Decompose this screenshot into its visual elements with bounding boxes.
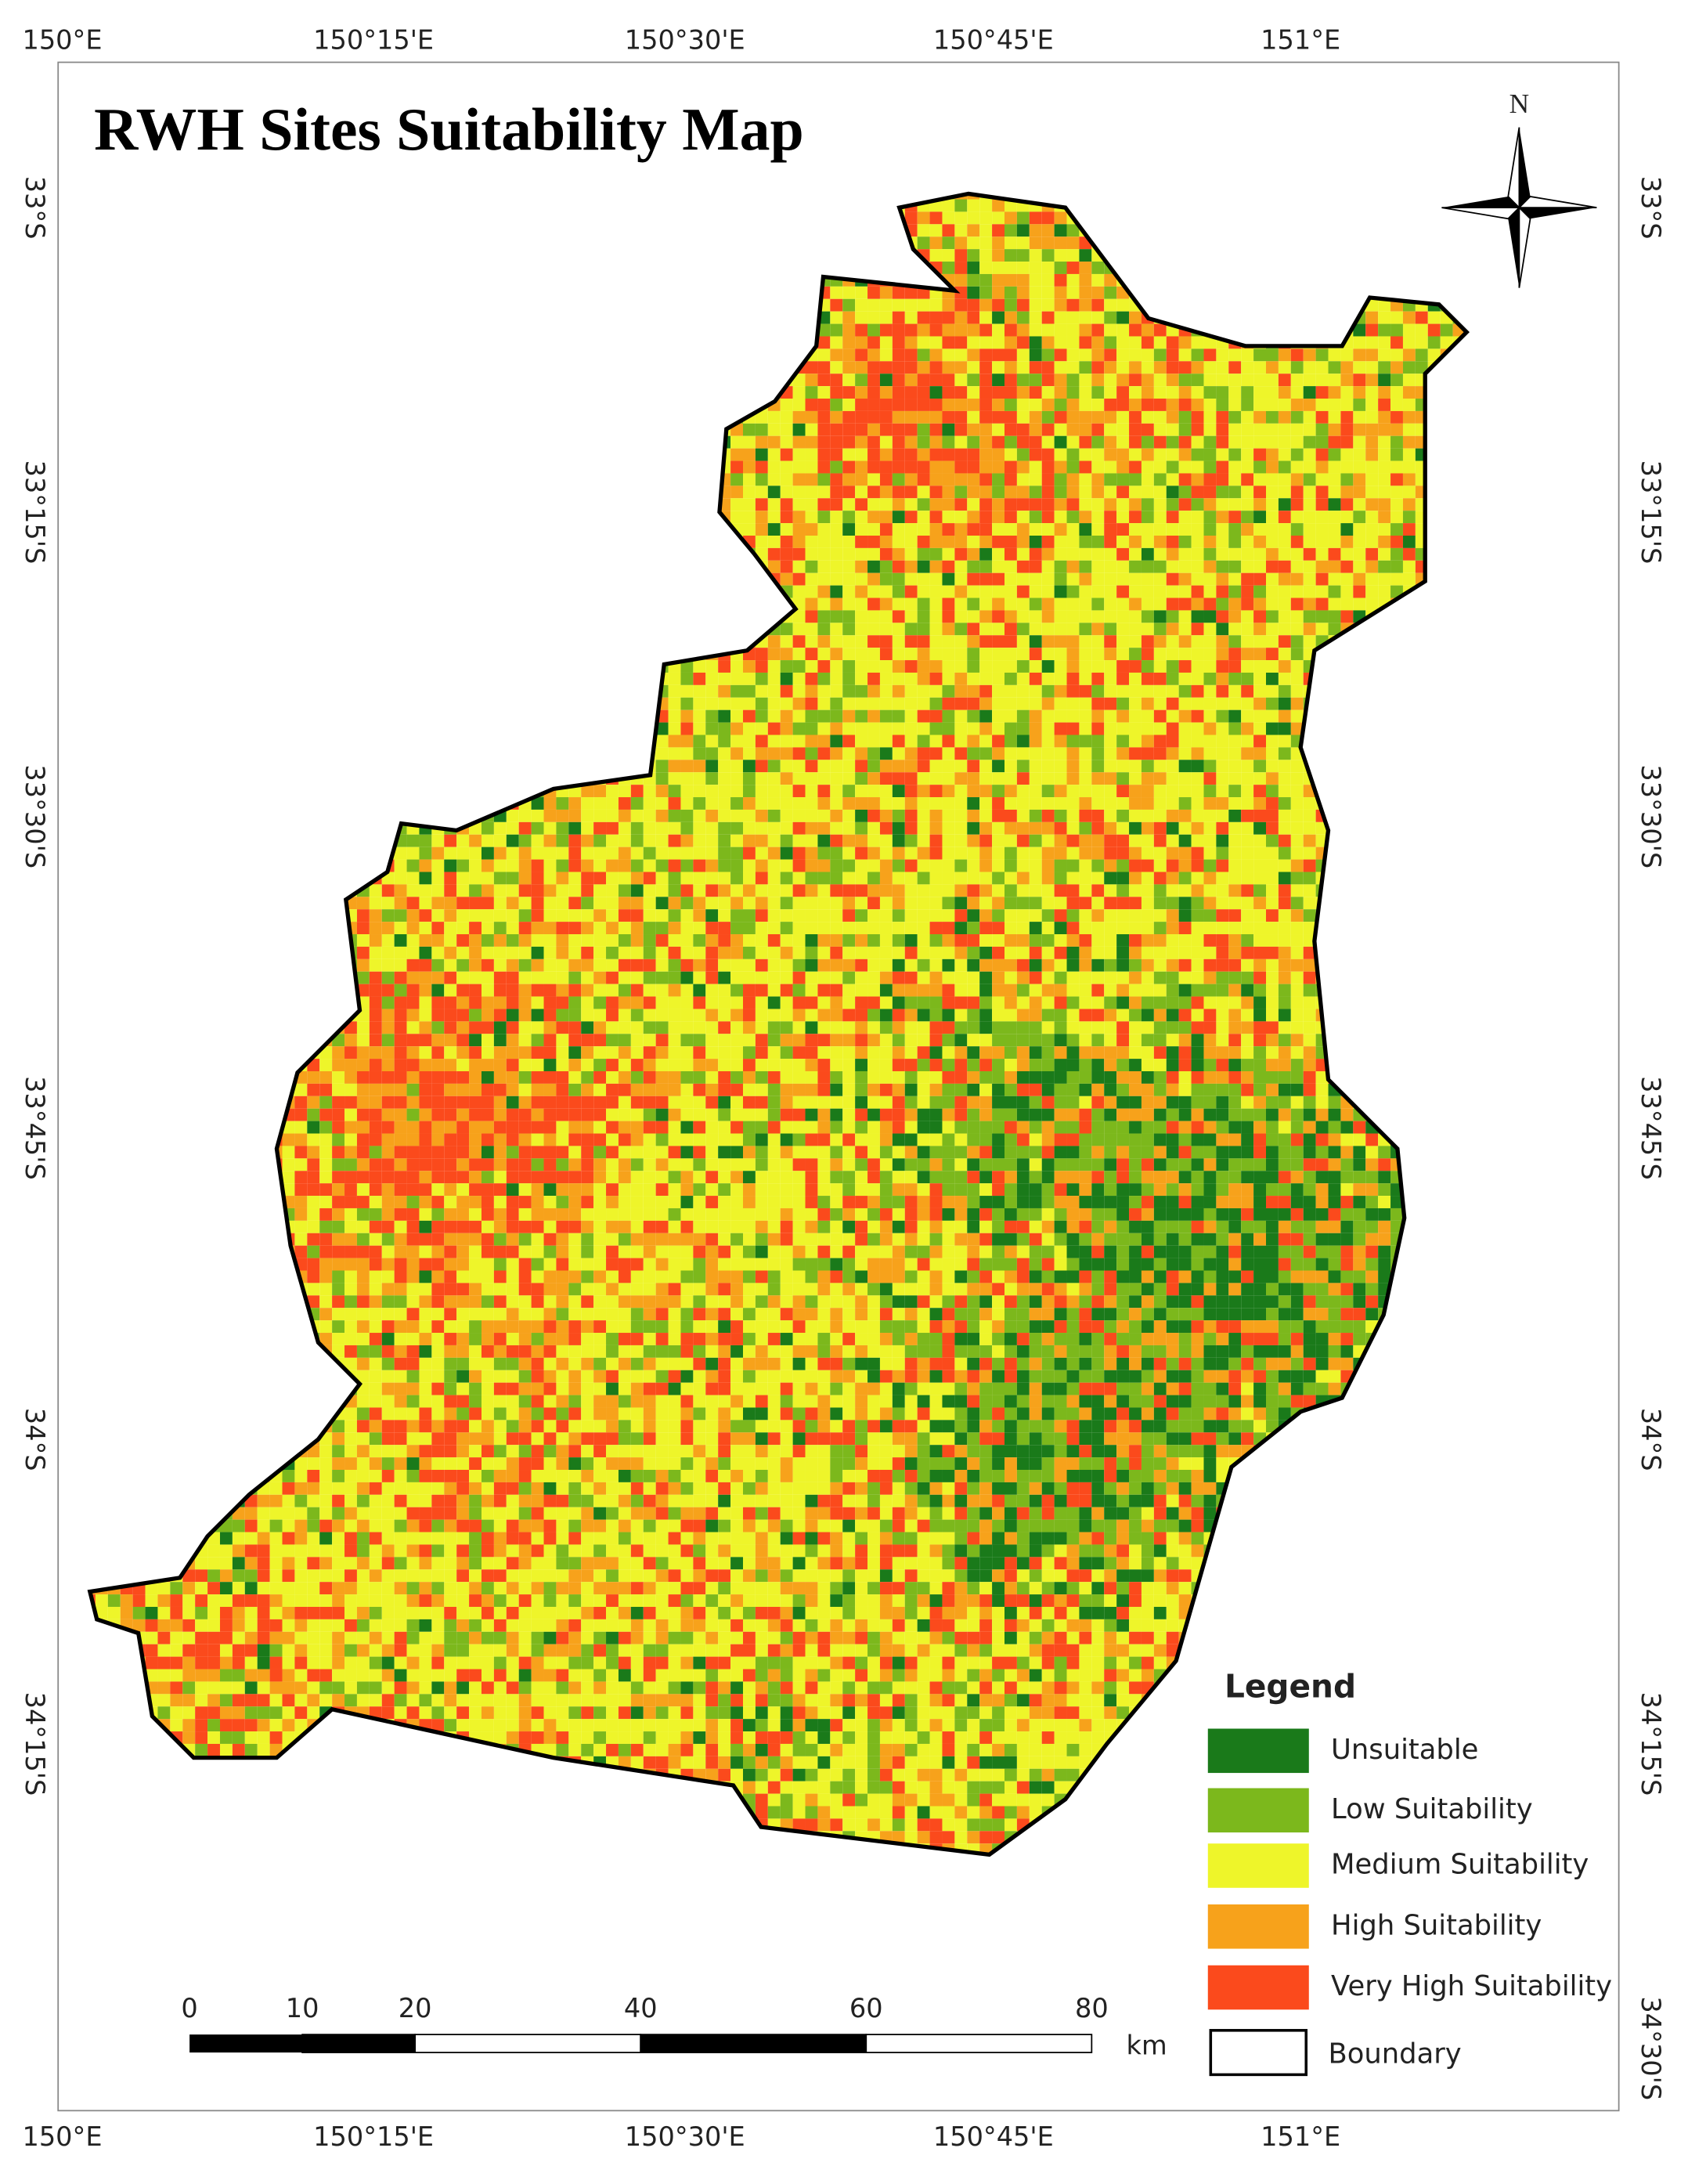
bottom-lon-label: 150°30'E xyxy=(625,2121,745,2152)
right-lat-label: 33°30'S xyxy=(1636,764,1666,868)
legend-label: Very High Suitability xyxy=(1331,1970,1612,2002)
left-lat-label: 33°15'S xyxy=(20,460,50,565)
scale-label: 10 xyxy=(286,1993,319,2023)
scale-label: 0 xyxy=(181,1993,197,2023)
left-lat-label: 33°S xyxy=(20,176,50,240)
legend: Legend Unsuitable Low Suitability Medium S… xyxy=(1207,1667,1612,2077)
right-lat-label: 34°S xyxy=(1636,1408,1666,1471)
map-title: RWH Sites Suitability Map xyxy=(94,96,804,163)
left-lat-label: 33°45'S xyxy=(20,1076,50,1180)
right-lat-label: 34°30'S xyxy=(1636,1996,1666,2100)
legend-label: Medium Suitability xyxy=(1331,1848,1589,1880)
top-lon-label: 150°30'E xyxy=(625,25,745,56)
right-lat-label: 33°45'S xyxy=(1636,1076,1666,1180)
scale-label: 60 xyxy=(849,1993,883,2023)
legend-swatch xyxy=(1207,1965,1309,2010)
suitability-raster xyxy=(89,193,1467,1855)
scale-label: 40 xyxy=(624,1993,658,2023)
left-lat-label: 33°30'S xyxy=(20,764,50,868)
map-frame xyxy=(57,61,1620,2112)
top-lon-label: 150°15'E xyxy=(313,25,434,56)
legend-swatch xyxy=(1207,1788,1309,1833)
scale-segment xyxy=(640,2034,867,2053)
legend-label: Unsuitable xyxy=(1331,1734,1478,1766)
right-lat-label: 34°15'S xyxy=(1636,1692,1666,1796)
scale-label: 80 xyxy=(1075,1993,1109,2023)
legend-label: High Suitability xyxy=(1331,1909,1542,1941)
right-lat-label: 33°S xyxy=(1636,176,1666,240)
scale-segment xyxy=(414,2034,642,2053)
legend-swatch xyxy=(1207,1904,1309,1949)
bottom-lon-label: 150°E xyxy=(22,2121,102,2152)
legend-label: Low Suitability xyxy=(1331,1793,1533,1825)
top-lon-label: 150°E xyxy=(22,25,102,56)
legend-swatch xyxy=(1207,1843,1309,1888)
left-lat-label: 34°S xyxy=(20,1408,50,1471)
bottom-lon-label: 151°E xyxy=(1261,2121,1340,2152)
north-label: N xyxy=(1509,88,1530,119)
scale-segment xyxy=(189,2034,303,2053)
scale-bar: 0 10 20 40 60 80 km xyxy=(181,1993,1167,2061)
legend-swatch xyxy=(1207,1728,1309,1774)
left-lat-label: 34°15'S xyxy=(20,1692,50,1796)
top-lon-label: 150°45'E xyxy=(933,25,1054,56)
right-lat-label: 33°15'S xyxy=(1636,460,1666,565)
north-arrow: N xyxy=(1441,88,1597,288)
scale-segment xyxy=(865,2034,1093,2053)
bottom-lon-label: 150°45'E xyxy=(933,2121,1054,2152)
bottom-lon-label: 150°15'E xyxy=(313,2121,434,2152)
legend-label: Boundary xyxy=(1329,2038,1462,2070)
scale-unit: km xyxy=(1127,2031,1167,2061)
top-lon-label: 151°E xyxy=(1261,25,1340,56)
scale-segment xyxy=(301,2034,417,2053)
legend-title: Legend xyxy=(1225,1667,1356,1705)
scale-label: 20 xyxy=(399,1993,432,2023)
legend-swatch xyxy=(1209,2029,1308,2077)
